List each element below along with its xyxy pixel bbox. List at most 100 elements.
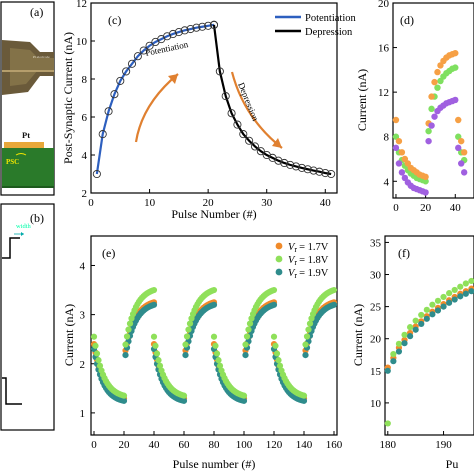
c-data-point [186,24,195,34]
c-data-point [110,90,119,99]
f-ytick-label: 10 [370,398,382,410]
c-xtick-label: 0 [88,197,94,209]
f-ytick-label: 25 [370,302,382,314]
legend-vr17-sub: r [294,245,297,254]
e-data-point [150,333,158,340]
c-data-point [98,130,107,139]
depression-arrow [230,71,283,149]
c-data-point [233,120,242,129]
e-ytick-label: 1 [80,408,86,420]
f-data-point [412,326,419,333]
legend-vr19-marker [275,268,283,276]
f-ytick-label: 15 [370,366,382,378]
c-data-point [180,26,189,35]
e-data-point [180,397,188,404]
d-ytick-label: 16 [378,43,390,55]
c-data-point [122,67,131,76]
c-data-point [303,165,312,174]
c-series-line-depression [212,24,332,176]
pulse-width-label: width [16,223,32,230]
panel-c-frame [90,2,338,194]
svg-text:Vr= 1.9V: Vr = 1.9V [288,268,329,280]
legend-depression-text: Depression [305,27,353,38]
f-data-point [412,317,419,324]
d-data-point [428,122,435,129]
e-data-point [122,352,129,359]
d-data-point [422,189,429,196]
legend-vr17-marker [275,242,283,250]
f-data-point [423,306,430,313]
f-data-point [440,303,447,310]
e-data-point [213,350,221,357]
panel-f-frame [384,235,474,436]
panel-e-label: (e) [102,246,115,260]
c-data-point [245,136,254,145]
f-data-point [462,280,469,287]
f-xtick-label: 190 [435,439,452,451]
e-data-point [330,301,338,308]
f-data-point [457,283,464,290]
c-data-point [145,41,154,50]
panel-e-xlabel: Pulse number (#) [173,457,256,471]
e-xtick-label: 120 [266,439,283,451]
panel-a: Pt electrode Pt PSC (a) [0,0,55,197]
panel-f-label: (f) [398,246,410,260]
d-data-point [460,169,468,176]
e-data-point [185,326,192,333]
f-data-point [384,367,391,374]
e-data-point [240,392,248,399]
c-data-point [327,169,336,179]
legend-vr18-marker [275,255,283,263]
f-data-point [406,324,414,331]
d-data-point [455,116,462,124]
panel-d-ylabel: Current (nA) [355,69,369,131]
legend-vr18-text: V [288,255,296,266]
c-data-point [239,130,248,139]
f-data-point [462,290,469,297]
d-data-point [455,144,462,152]
c-data-point [198,22,207,31]
svg-text:Vr= 1.8V: Vr = 1.8V [288,255,329,267]
f-ytick-label: 30 [370,270,382,282]
f-data-point [434,297,442,304]
c-data-point [174,28,183,37]
f-data-point [429,311,436,318]
c-data-point [250,142,260,151]
legend-vr18-value: = 1.8V [299,255,329,266]
panel-f: (f) 180 190 10 15 20 25 30 35 Pu Current (nA) [351,235,474,471]
e-xtick-label: 20 [119,439,131,451]
c-ytick-label: 12 [76,0,87,10]
potentiation-arrow [134,73,179,143]
e-ytick-label: 3 [80,310,86,322]
panel-c-xlabel: Pulse Number (#) [171,207,256,221]
c-data-point [133,52,142,61]
e-xtick-label: 40 [149,439,161,451]
d-ytick-label: 20 [378,0,390,10]
f-data-point [446,290,453,297]
panel-c-label: (c) [108,13,121,27]
e-data-point [92,342,99,349]
e-data-point [275,357,282,364]
e-xtick-label: 140 [296,439,313,451]
d-data-point [392,144,400,152]
d-data-point [422,178,429,185]
c-data-point [163,32,172,41]
f-data-point [468,277,474,285]
c-ytick-label: 4 [82,150,88,162]
d-data-point [458,160,465,167]
f-xtick-label: 180 [380,439,397,451]
c-data-point [274,156,283,165]
c-data-point [227,109,236,118]
e-ytick-label: 2 [80,359,86,371]
e-xtick-label: 60 [179,439,191,451]
c-data-point [139,46,148,55]
c-data-point [309,166,318,175]
e-data-point [300,392,308,399]
e-data-point [123,333,131,340]
f-ytick-label: 35 [370,237,382,249]
e-data-point [120,392,128,399]
panel-b-label: (b) [30,211,44,225]
e-data-point [215,357,222,364]
panel-d-frame [392,2,474,199]
